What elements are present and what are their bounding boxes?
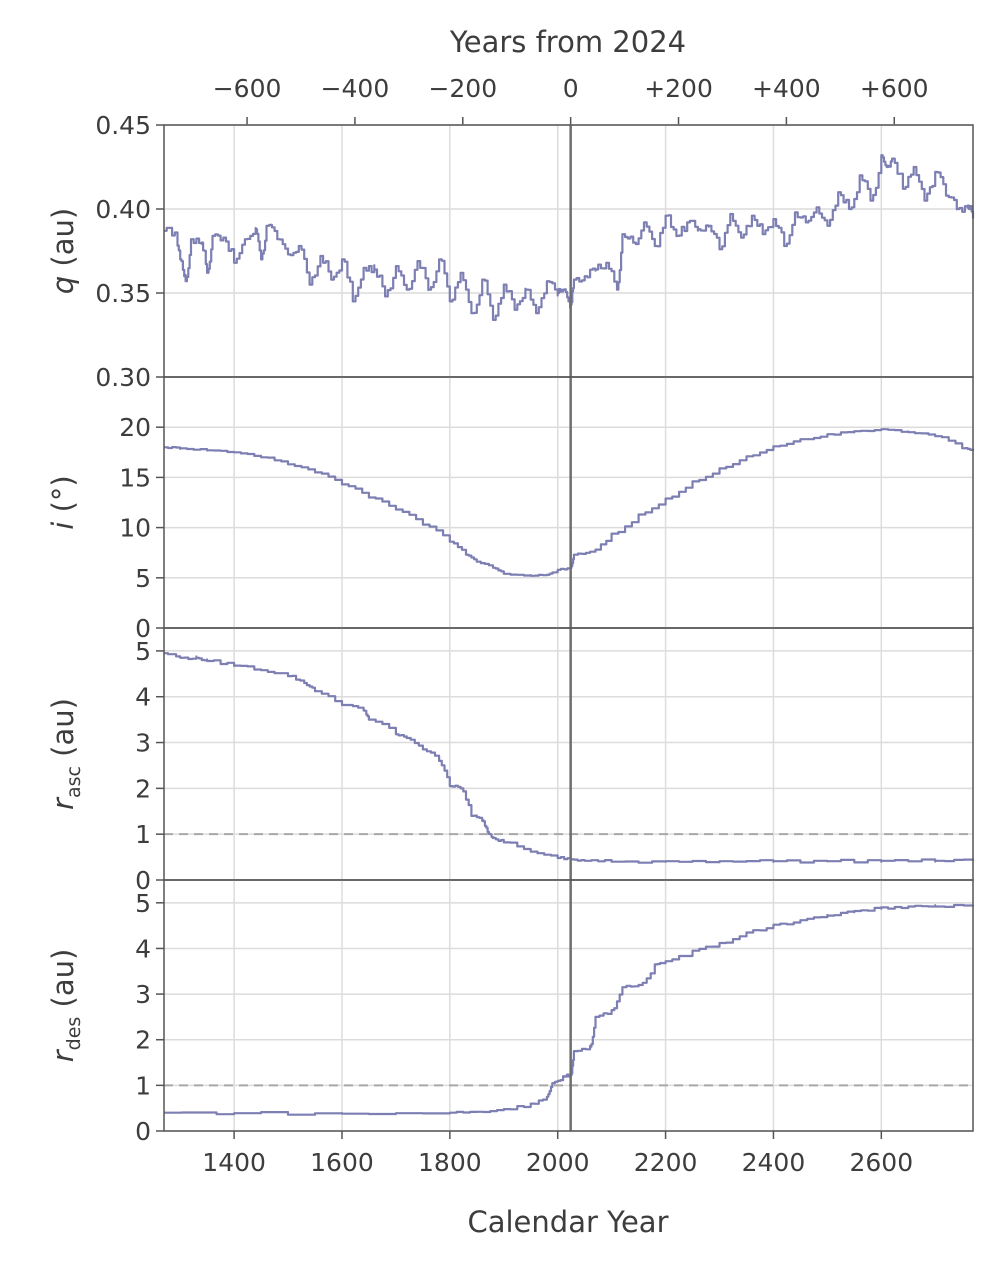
y-axis-unit: (au) xyxy=(46,949,80,1017)
y-axis-title: rdes (au) xyxy=(46,949,85,1063)
y-tick-label: 4 xyxy=(135,934,151,963)
x-tick-label: 1800 xyxy=(418,1148,482,1177)
y-tick-label: 0.45 xyxy=(95,111,151,140)
top-tick-label: +600 xyxy=(860,74,929,103)
y-tick-label: 0 xyxy=(135,866,151,895)
series-line xyxy=(164,154,975,321)
panel-4: 0 1 2 3 4 5 rdes (au) xyxy=(46,879,975,1146)
x-tick-label: 2000 xyxy=(526,1148,590,1177)
bottom-axis-ticks: 1400 1600 1800 2000 2200 2400 2600 xyxy=(202,1131,913,1177)
y-axis-symbol: r xyxy=(46,796,80,810)
top-tick-label: +400 xyxy=(752,74,821,103)
panel-frame xyxy=(163,124,974,378)
y-tick-label: 0.40 xyxy=(95,195,151,224)
y-tick-label: 10 xyxy=(119,514,151,543)
top-tick-label: +200 xyxy=(644,74,713,103)
panel-1: 0.30 0.35 0.40 0.45 q (au) xyxy=(46,111,975,392)
y-tick-label: 20 xyxy=(119,413,151,442)
x-tick-label: 2400 xyxy=(742,1148,806,1177)
top-tick-label: −200 xyxy=(428,74,497,103)
y-tick-label: 1 xyxy=(135,1071,151,1100)
y-tick-label: 15 xyxy=(119,463,151,492)
panel-frame xyxy=(163,376,974,629)
y-axis-symbol: i xyxy=(46,522,80,530)
y-tick-label: 3 xyxy=(135,729,151,758)
panel-2: 0 5 10 15 20 i (°) xyxy=(46,376,975,643)
top-axis-title: Years from 2024 xyxy=(449,25,686,59)
y-axis-unit: (au) xyxy=(46,698,80,766)
y-tick-label: 3 xyxy=(135,980,151,1009)
y-tick-label: 0.35 xyxy=(95,279,151,308)
y-axis-subscript: des xyxy=(63,1017,85,1051)
y-tick-label: 5 xyxy=(135,637,151,666)
y-tick-label: 5 xyxy=(135,564,151,593)
x-tick-label: 1400 xyxy=(202,1148,266,1177)
y-tick-label: 2 xyxy=(135,774,151,803)
x-axis-title: Calendar Year xyxy=(467,1205,668,1239)
x-tick-label: 2200 xyxy=(634,1148,698,1177)
series-line xyxy=(164,428,975,577)
series-line xyxy=(164,652,975,864)
y-tick-label: 5 xyxy=(135,889,151,918)
y-tick-label: 4 xyxy=(135,683,151,712)
y-tick-label: 1 xyxy=(135,820,151,849)
panel-3: 0 1 2 3 4 5 rasc (au) xyxy=(46,627,975,895)
top-tick-label: 0 xyxy=(563,74,579,103)
panel-frame xyxy=(163,879,974,1132)
y-axis-title: i (°) xyxy=(46,475,80,529)
y-tick-label: 0 xyxy=(135,1117,151,1146)
y-axis-title: rasc (au) xyxy=(46,698,85,810)
y-axis-unit: (au) xyxy=(46,208,80,276)
y-tick-label: 0.30 xyxy=(95,363,151,392)
y-axis-symbol: r xyxy=(46,1048,80,1062)
top-tick-label: −400 xyxy=(321,74,390,103)
y-axis-subscript: asc xyxy=(63,766,85,798)
y-tick-label: 0 xyxy=(135,614,151,643)
x-tick-label: 1600 xyxy=(310,1148,374,1177)
x-tick-label: 2600 xyxy=(850,1148,914,1177)
top-tick-label: −600 xyxy=(213,74,282,103)
top-axis-ticks: −600 −400 −200 0 +200 +400 +600 xyxy=(213,74,929,125)
y-axis-unit: (°) xyxy=(46,475,80,521)
panel-frame xyxy=(163,627,974,881)
y-axis-symbol: q xyxy=(46,276,80,294)
y-axis-title: q (au) xyxy=(46,208,80,294)
y-tick-label: 2 xyxy=(135,1026,151,1055)
series-line xyxy=(164,903,975,1116)
